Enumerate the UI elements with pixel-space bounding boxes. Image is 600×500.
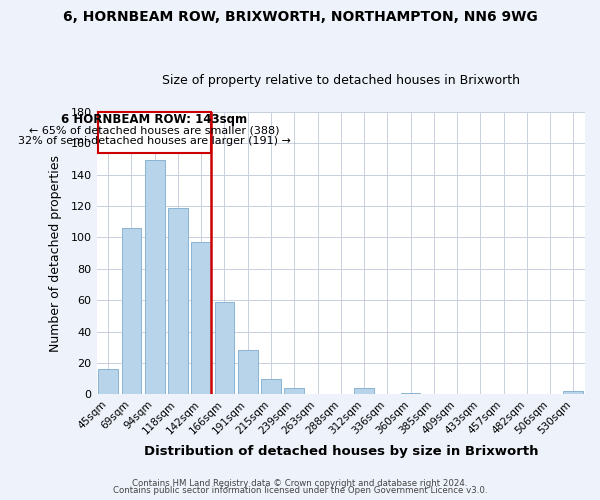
Bar <box>563 392 583 394</box>
Bar <box>168 208 188 394</box>
FancyBboxPatch shape <box>98 112 211 152</box>
Bar <box>354 388 374 394</box>
Text: Contains public sector information licensed under the Open Government Licence v3: Contains public sector information licen… <box>113 486 487 495</box>
Bar <box>191 242 211 394</box>
Text: 32% of semi-detached houses are larger (191) →: 32% of semi-detached houses are larger (… <box>18 136 290 146</box>
Y-axis label: Number of detached properties: Number of detached properties <box>49 154 62 352</box>
Bar <box>98 370 118 394</box>
Text: 6 HORNBEAM ROW: 143sqm: 6 HORNBEAM ROW: 143sqm <box>61 112 247 126</box>
Bar <box>215 302 235 394</box>
Bar <box>284 388 304 394</box>
Bar <box>145 160 164 394</box>
Bar <box>261 378 281 394</box>
Text: 6, HORNBEAM ROW, BRIXWORTH, NORTHAMPTON, NN6 9WG: 6, HORNBEAM ROW, BRIXWORTH, NORTHAMPTON,… <box>62 10 538 24</box>
Text: Contains HM Land Registry data © Crown copyright and database right 2024.: Contains HM Land Registry data © Crown c… <box>132 478 468 488</box>
X-axis label: Distribution of detached houses by size in Brixworth: Distribution of detached houses by size … <box>143 444 538 458</box>
Bar <box>238 350 257 395</box>
Text: ← 65% of detached houses are smaller (388): ← 65% of detached houses are smaller (38… <box>29 125 280 135</box>
Bar <box>122 228 142 394</box>
Title: Size of property relative to detached houses in Brixworth: Size of property relative to detached ho… <box>162 74 520 87</box>
Bar <box>401 393 421 394</box>
